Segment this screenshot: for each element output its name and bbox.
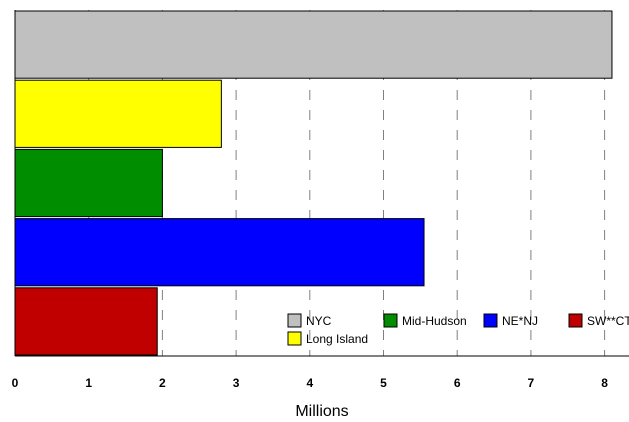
- x-tick-2: 2: [159, 376, 166, 390]
- x-tick-5: 5: [380, 376, 387, 390]
- x-tick-labels: 0 1 2 3 4 5 6 7 8: [12, 376, 609, 390]
- legend-label-nyc: NYC: [306, 314, 332, 328]
- bar-long-island: [14, 79, 222, 148]
- legend-label-long-island: Long Island: [306, 332, 368, 346]
- x-tick-3: 3: [233, 376, 240, 390]
- legend-label-ne-nj: NE*NJ: [502, 314, 538, 328]
- bar-ne-nj: [14, 218, 425, 287]
- x-tick-0: 0: [12, 376, 19, 390]
- legend-swatch-sw-ct: [568, 313, 583, 328]
- bar-nyc: [14, 10, 613, 79]
- legend: NYC Mid-Hudson NE*NJ SW**CT Long Island: [287, 313, 629, 346]
- x-tick-7: 7: [528, 376, 535, 390]
- legend-swatch-nyc: [287, 313, 302, 328]
- x-tick-8: 8: [601, 376, 608, 390]
- bars: [14, 10, 613, 356]
- bar-mid-hudson: [14, 148, 163, 218]
- legend-swatch-long-island: [287, 331, 302, 346]
- legend-label-mid-hudson: Mid-Hudson: [402, 314, 467, 328]
- x-tick-4: 4: [306, 376, 313, 390]
- bar-sw-ct: [14, 287, 158, 356]
- x-axis-label: Millions: [295, 403, 348, 420]
- legend-label-sw-ct: SW**CT: [587, 314, 629, 328]
- legend-swatch-mid-hudson: [383, 313, 398, 328]
- x-tick-6: 6: [454, 376, 461, 390]
- x-tick-1: 1: [85, 376, 92, 390]
- legend-swatch-ne-nj: [483, 313, 498, 328]
